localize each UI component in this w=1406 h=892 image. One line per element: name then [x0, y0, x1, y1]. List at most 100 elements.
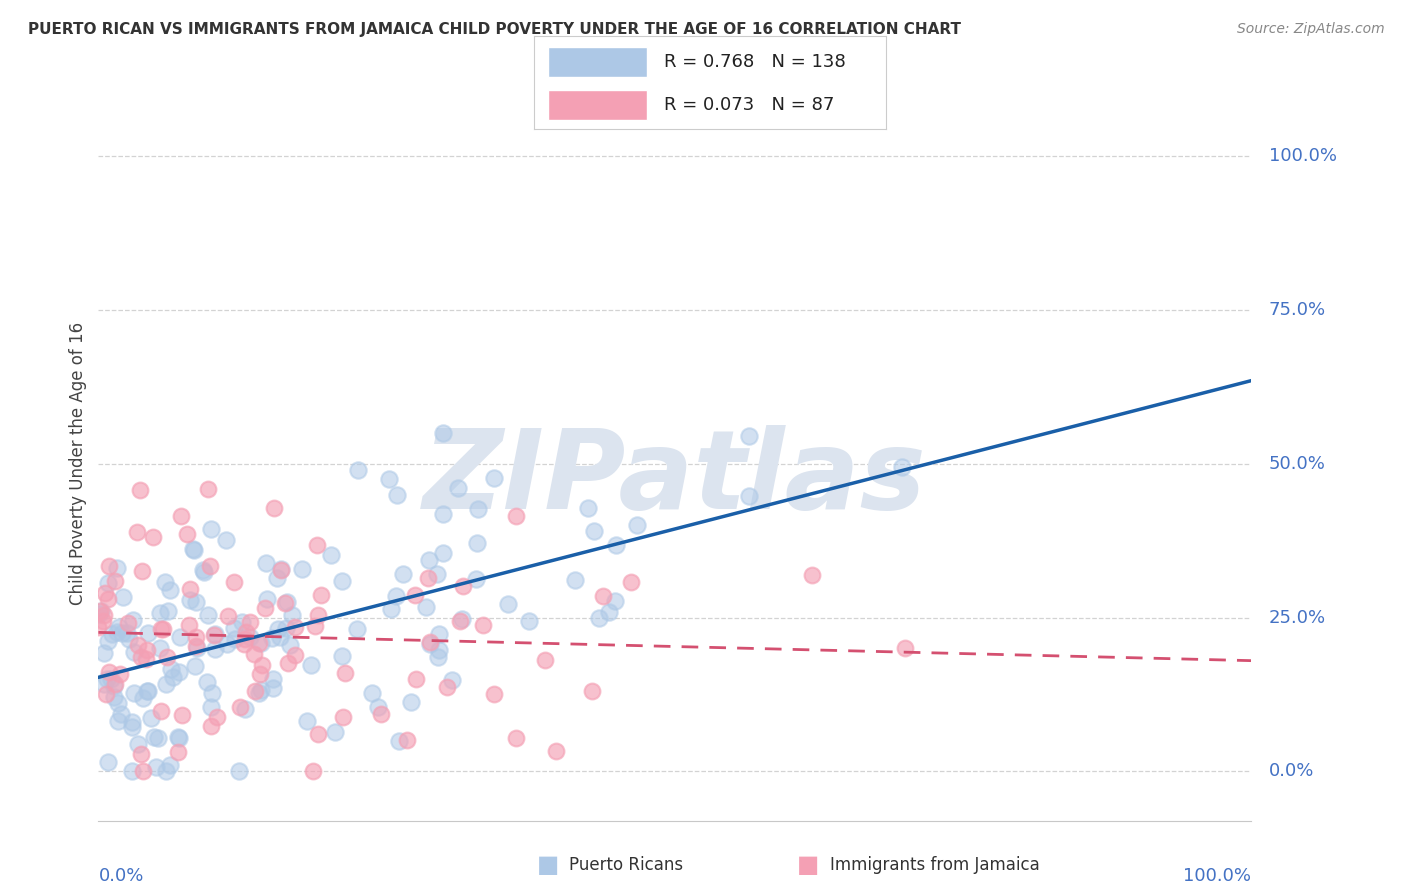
Point: [87, 619, 110, 633]
Point: [505, 508, 527, 523]
Point: [132, 691, 155, 706]
Point: [385, 488, 408, 502]
Point: [233, 632, 256, 646]
Point: [465, 572, 488, 586]
Point: [200, 719, 222, 733]
Point: [801, 568, 824, 582]
Point: [117, 632, 139, 647]
Point: [249, 636, 271, 650]
Point: [419, 636, 441, 650]
Point: [115, 625, 138, 640]
Point: [177, 618, 200, 632]
Point: [388, 733, 411, 747]
Point: [235, 625, 257, 640]
Point: [127, 638, 149, 652]
Point: [97, 558, 120, 573]
Point: [603, 594, 626, 608]
Point: [564, 573, 586, 587]
Point: [330, 574, 353, 588]
Point: [239, 630, 262, 644]
Point: [93, 608, 115, 623]
Point: [451, 578, 474, 592]
Point: [305, 538, 328, 552]
Point: [432, 546, 454, 560]
Point: [193, 566, 215, 580]
Point: [131, 564, 153, 578]
Point: [217, 609, 239, 624]
Point: [426, 566, 449, 581]
Text: R = 0.768   N = 138: R = 0.768 N = 138: [665, 53, 846, 70]
Point: [121, 764, 143, 779]
Point: [184, 658, 207, 673]
Point: [436, 680, 458, 694]
Point: [143, 730, 166, 744]
Point: [170, 508, 193, 523]
Point: [252, 657, 274, 672]
Point: [415, 600, 437, 615]
Point: [197, 482, 219, 496]
Point: [186, 640, 208, 655]
Point: [299, 657, 322, 672]
Point: [304, 619, 326, 633]
Point: [97, 592, 120, 607]
Point: [131, 747, 153, 761]
Point: [378, 472, 401, 486]
Bar: [548, 47, 647, 77]
Point: [191, 563, 214, 577]
Point: [472, 618, 495, 632]
Point: [172, 708, 194, 723]
Point: [228, 764, 250, 779]
Point: [89, 605, 111, 619]
Point: [181, 541, 204, 556]
Point: [418, 553, 440, 567]
Point: [247, 636, 270, 650]
Point: [121, 720, 143, 734]
Point: [104, 677, 127, 691]
Point: [253, 601, 276, 615]
Point: [291, 562, 314, 576]
Point: [360, 686, 382, 700]
Point: [330, 649, 353, 664]
Point: [484, 687, 506, 701]
Point: [90, 604, 112, 618]
Bar: [548, 90, 647, 120]
Point: [184, 639, 207, 653]
Point: [167, 665, 190, 679]
Point: [155, 677, 177, 691]
Point: [263, 500, 285, 515]
Point: [332, 710, 354, 724]
Point: [278, 638, 301, 652]
Point: [333, 666, 356, 681]
Point: [583, 524, 606, 538]
Point: [256, 592, 278, 607]
Point: [281, 607, 304, 622]
Point: [427, 643, 450, 657]
Point: [277, 656, 299, 670]
Point: [198, 558, 221, 573]
Point: [179, 593, 201, 607]
Point: [204, 642, 226, 657]
Point: [254, 556, 277, 570]
Point: [195, 675, 218, 690]
Point: [284, 619, 307, 633]
Point: [467, 502, 489, 516]
Point: [284, 648, 307, 663]
Point: [122, 686, 145, 700]
Point: [598, 605, 620, 619]
Point: [260, 632, 283, 646]
Point: [297, 714, 319, 728]
Point: [200, 522, 222, 536]
Text: R = 0.073   N = 87: R = 0.073 N = 87: [665, 96, 835, 114]
Point: [125, 524, 148, 539]
Point: [222, 621, 245, 635]
Text: ■: ■: [797, 854, 820, 877]
Text: Source: ZipAtlas.com: Source: ZipAtlas.com: [1237, 22, 1385, 37]
Point: [243, 684, 266, 698]
Point: [167, 731, 190, 745]
Point: [222, 575, 245, 590]
Point: [94, 586, 117, 600]
Text: 25.0%: 25.0%: [1268, 608, 1326, 627]
Point: [179, 582, 201, 596]
Point: [183, 542, 205, 557]
Point: [157, 604, 180, 618]
